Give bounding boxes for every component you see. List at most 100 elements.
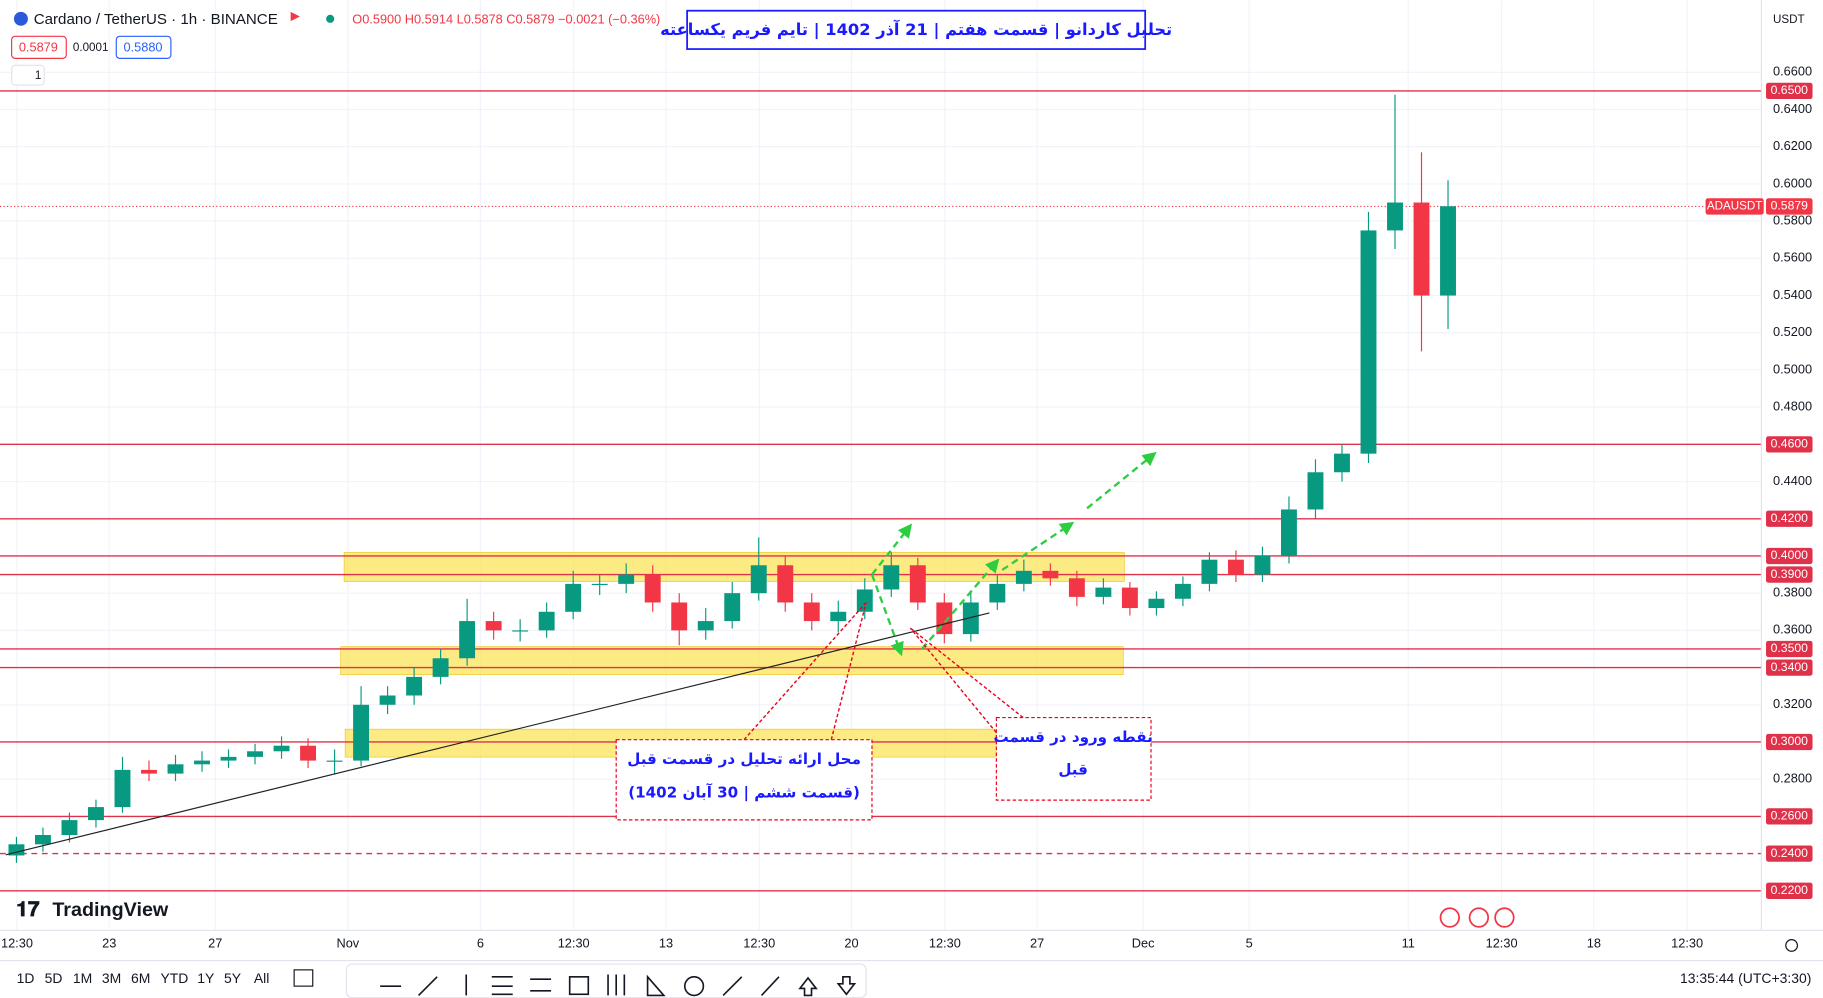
x-tick-label: 12:30: [1486, 936, 1518, 951]
range-button[interactable]: YTD: [160, 970, 188, 986]
x-tick-label: 12:30: [743, 936, 775, 951]
candle-body: [1015, 570, 1032, 584]
buy-button[interactable]: [115, 35, 172, 59]
x-tick-label: Nov: [336, 936, 359, 951]
event-icons: [1439, 907, 1515, 928]
candle-body: [644, 574, 661, 603]
range-button[interactable]: 6M: [131, 970, 150, 986]
x-tick-label: 12:30: [558, 936, 590, 951]
interval-box[interactable]: [11, 64, 45, 86]
y-tick-label: 0.5200: [1773, 324, 1812, 339]
candle-body: [1068, 578, 1085, 597]
y-tick-label: 0.3800: [1773, 585, 1812, 600]
level-label: 0.2600: [1771, 809, 1808, 823]
x-tick-label: 12:30: [1, 936, 33, 951]
y-tick-label: 0.5400: [1773, 287, 1812, 302]
range-button[interactable]: 5D: [45, 970, 63, 986]
x-tick-label: 12:30: [1671, 936, 1703, 951]
range-button[interactable]: 1M: [73, 970, 92, 986]
callout-text: نقطه ورود در قسمت: [993, 728, 1152, 746]
x-tick-label: 13: [659, 936, 673, 951]
candle-body: [167, 764, 184, 774]
range-button[interactable]: 5Y: [224, 970, 241, 986]
y-tick-label: 0.6400: [1773, 101, 1812, 116]
level-label: 0.3000: [1771, 734, 1808, 748]
candle-body: [273, 745, 290, 752]
candle-body: [1334, 453, 1350, 473]
clock[interactable]: 13:35:44 (UTC+3:30): [1680, 970, 1811, 986]
candle-body: [1254, 555, 1271, 575]
ask[interactable]: 0.5880: [123, 39, 162, 54]
level-label: 0.3500: [1771, 641, 1808, 655]
candle-body: [989, 583, 1006, 603]
level-label: 0.2200: [1771, 883, 1808, 897]
interval[interactable]: 1: [35, 69, 41, 82]
drawing-toolbar: [345, 963, 867, 998]
callout-prev-box: [615, 739, 873, 821]
candle-body: [697, 621, 714, 631]
candle-body: [485, 621, 502, 631]
level-tag: [1766, 82, 1813, 100]
level-label: 0.6500: [1771, 83, 1808, 97]
candles: [8, 94, 1456, 863]
title-box: [686, 9, 1147, 50]
candle-body: [591, 583, 608, 586]
currency[interactable]: USDT: [1773, 13, 1805, 26]
x-tick-label: 5: [1246, 936, 1253, 951]
y-tick-label: 0.2800: [1773, 771, 1812, 786]
candle-body: [512, 630, 529, 632]
goto-date[interactable]: [293, 969, 314, 987]
level-label: 0.4200: [1771, 511, 1808, 525]
range-buttons: 1D 5D 1M 3M 6M YTD 1Y 5Y All: [17, 970, 270, 986]
symbol[interactable]: Cardano / TetherUS · 1h · BINANCE: [34, 11, 278, 28]
candle-body: [88, 807, 104, 821]
candle-body: [1148, 598, 1165, 609]
candle-body: [61, 820, 78, 835]
level-tag: [1766, 566, 1813, 583]
candle-body: [830, 611, 847, 622]
y-tick-label: 0.3200: [1773, 696, 1812, 711]
level-label: 0.3900: [1771, 567, 1808, 581]
drawing-tools[interactable]: [380, 974, 857, 997]
settings-icon[interactable]: [1785, 939, 1799, 952]
candle-body: [565, 583, 582, 612]
x-tick-label: 6: [477, 936, 484, 951]
bid[interactable]: 0.5879: [19, 39, 58, 54]
candle-body: [194, 760, 210, 765]
x-tick-label: 18: [1587, 936, 1601, 951]
candle-body: [1360, 230, 1377, 454]
x-tick-label: 23: [102, 936, 116, 951]
candle-body: [1095, 587, 1112, 597]
range-button[interactable]: 1D: [17, 970, 35, 986]
y-tick-label: 0.3600: [1773, 622, 1812, 637]
flag-icon[interactable]: [290, 11, 300, 22]
level-tag: [1766, 808, 1813, 825]
candle-body: [406, 676, 423, 696]
candle-body: [1121, 587, 1138, 609]
candle-body: [1174, 583, 1191, 599]
candle-body: [750, 565, 767, 594]
sell-button[interactable]: [11, 35, 67, 59]
logo: TradingView: [52, 899, 169, 921]
candle-body: [1387, 202, 1403, 231]
x-tick-label: Dec: [1132, 936, 1155, 951]
candle-body: [34, 834, 51, 845]
candle-body: [883, 565, 900, 590]
range-button[interactable]: 1Y: [197, 970, 214, 986]
y-tick-label: 0.5800: [1773, 213, 1812, 228]
candle-body: [671, 602, 688, 631]
projection-arrows: [870, 451, 1157, 657]
symbol-label: ADAUSDT: [1707, 199, 1762, 212]
levels: [0, 90, 1762, 892]
candle-body: [247, 751, 263, 757]
range-button[interactable]: All: [254, 970, 270, 986]
candle-body: [1227, 559, 1244, 575]
level-label: 0.2400: [1771, 846, 1808, 860]
candle-body: [777, 565, 794, 603]
level-tag: [1766, 640, 1813, 658]
level-tag: [1766, 659, 1813, 676]
range-button[interactable]: 3M: [102, 970, 121, 986]
candle-body: [114, 769, 131, 808]
level-label: 0.4600: [1771, 437, 1808, 451]
